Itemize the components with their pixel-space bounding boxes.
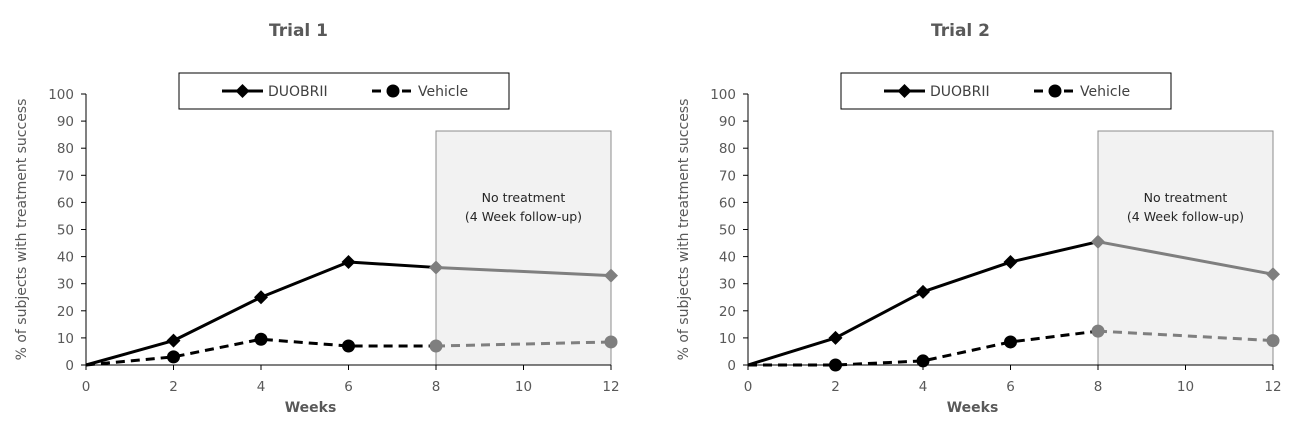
trial-1-chart-svg: Trial 1 No treatment (4 Week follow-up) 0 10… [14,21,620,416]
y-tick-label: 40 [57,250,74,266]
y-axis-title: % of subjects with treatment success [676,99,692,361]
followup-label-line2: (4 Week follow-up) [1127,209,1244,224]
y-tick-label: 60 [719,195,736,211]
series-line-duobrii-treatment [85,260,437,367]
data-point-duobrii [604,268,618,283]
legend-duobrii-label: DUOBRII [930,84,990,100]
data-point-vehicle [254,332,268,346]
data-point-duobrii [1003,255,1018,270]
x-tick-label: 0 [744,379,753,395]
series-line-duobrii-followup [435,265,612,278]
x-tick-label: 2 [169,379,178,395]
trial-1-chart: Trial 1 No treatment (4 Week follow-up) 0 10… [0,0,648,431]
y-tick-label: 50 [719,223,736,239]
x-tick-label: 8 [432,379,441,395]
trial-2-chart-svg: Trial 2 No treatment (4 Week follow-up) 0 10… [676,21,1282,416]
x-tick-label: 4 [919,379,928,395]
data-point-vehicle [604,335,618,349]
legend-vehicle-label: Vehicle [418,84,468,100]
chart-title: Trial 2 [931,21,990,41]
legend-duobrii-label: DUOBRII [268,84,328,100]
y-axis-title: % of subjects with treatment success [14,99,30,361]
y-tick-label: 0 [65,358,74,374]
data-point-duobrii [429,260,443,275]
data-point-vehicle [1004,335,1017,349]
x-tick-label: 0 [82,379,91,395]
data-point-duobrii [254,290,268,305]
x-tick-label: 6 [1006,379,1015,395]
legend-duobrii-marker [897,84,912,98]
y-tick-label: 80 [57,141,74,157]
x-tick-label: 12 [1264,379,1281,395]
data-point-vehicle [342,339,355,353]
data-point-duobrii [916,284,930,299]
data-point-vehicle [1091,324,1105,338]
trial-2-chart: Trial 2 No treatment (4 Week follow-up) 0 10… [662,0,1297,431]
y-tick-label: 60 [57,195,74,211]
y-tick-label: 20 [57,304,74,320]
followup-label-line1: No treatment [482,190,566,205]
data-point-vehicle [916,354,930,368]
legend-duobrii-marker [235,84,250,98]
followup-label-line2: (4 Week follow-up) [465,209,582,224]
y-tick-label: 0 [727,358,736,374]
data-point-vehicle [1266,334,1280,348]
y-tick-label: 70 [719,168,736,184]
y-tick-label: 100 [48,87,74,103]
x-tick-label: 2 [831,379,840,395]
y-tick-label: 100 [710,87,736,103]
y-tick-label: 80 [719,141,736,157]
y-tick-label: 20 [719,304,736,320]
y-tick-label: 30 [719,277,736,293]
y-tick-label: 90 [57,114,74,130]
x-tick-label: 4 [257,379,266,395]
y-tick-label: 10 [719,331,736,347]
y-tick-label: 10 [57,331,74,347]
data-point-duobrii [166,333,181,348]
y-tick-label: 40 [719,250,736,266]
y-tick-label: 90 [719,114,736,130]
legend-vehicle-label: Vehicle [1080,84,1130,100]
x-tick-label: 8 [1094,379,1103,395]
x-axis-title: Weeks [947,400,999,416]
series-line-duobrii-followup [1097,240,1274,276]
y-tick-label: 50 [57,223,74,239]
followup-label-line1: No treatment [1144,190,1228,205]
series-line-duobrii-treatment [747,240,1099,367]
data-point-duobrii [828,330,843,345]
legend-vehicle-marker [1048,84,1062,98]
data-point-vehicle [829,358,842,372]
chart-title: Trial 1 [269,21,328,41]
x-tick-label: 12 [602,379,619,395]
data-point-duobrii [1266,267,1280,282]
x-axis-title: Weeks [285,400,337,416]
data-point-duobrii [1091,234,1105,249]
x-tick-label: 10 [515,379,532,395]
followup-shaded-region [435,130,612,366]
x-tick-label: 10 [1177,379,1194,395]
data-point-duobrii [341,255,356,270]
y-tick-label: 30 [57,277,74,293]
y-tick-label: 70 [57,168,74,184]
legend-vehicle-marker [386,84,400,98]
data-point-vehicle [167,350,180,364]
data-point-vehicle [429,339,443,353]
x-tick-label: 6 [344,379,353,395]
